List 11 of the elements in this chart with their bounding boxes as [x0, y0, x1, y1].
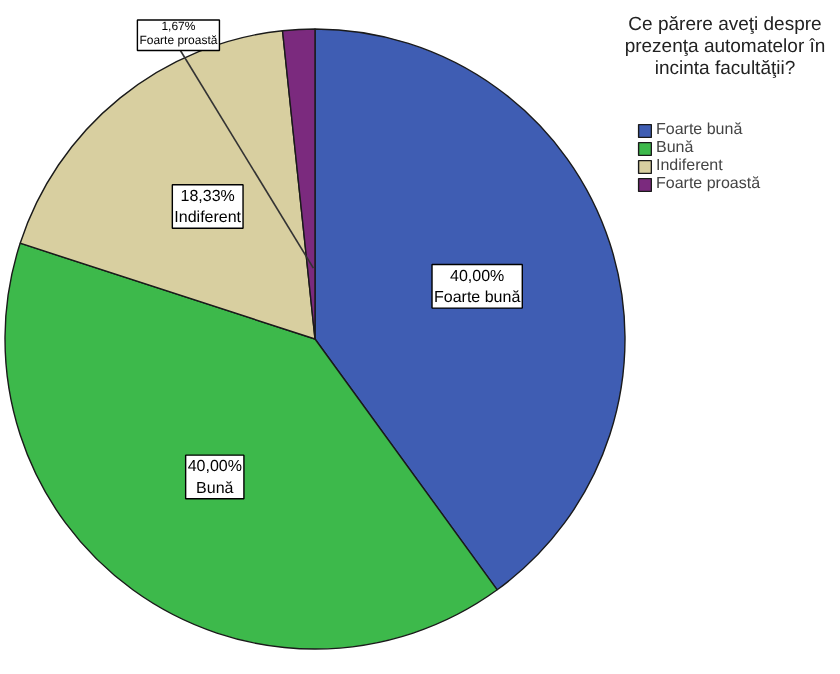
- legend-label: Bună: [656, 138, 696, 156]
- legend-title: Ce părere aveţi despre prezenţa automatelor în incinta facultăţii?: [624, 14, 826, 80]
- legend-label: Foarte bună: [656, 120, 743, 138]
- data-label: 18,33%: [180, 186, 235, 205]
- slice-label: Indiferent: [174, 208, 243, 227]
- slice-label: Foarte bună: [434, 288, 522, 307]
- data-label: 40,00%: [187, 457, 242, 476]
- legend-label: Indiferent: [656, 156, 723, 174]
- legend-label: Foarte proastă: [656, 174, 761, 192]
- data-label: 40,00%: [450, 266, 505, 285]
- slice-label: Bună: [196, 478, 235, 497]
